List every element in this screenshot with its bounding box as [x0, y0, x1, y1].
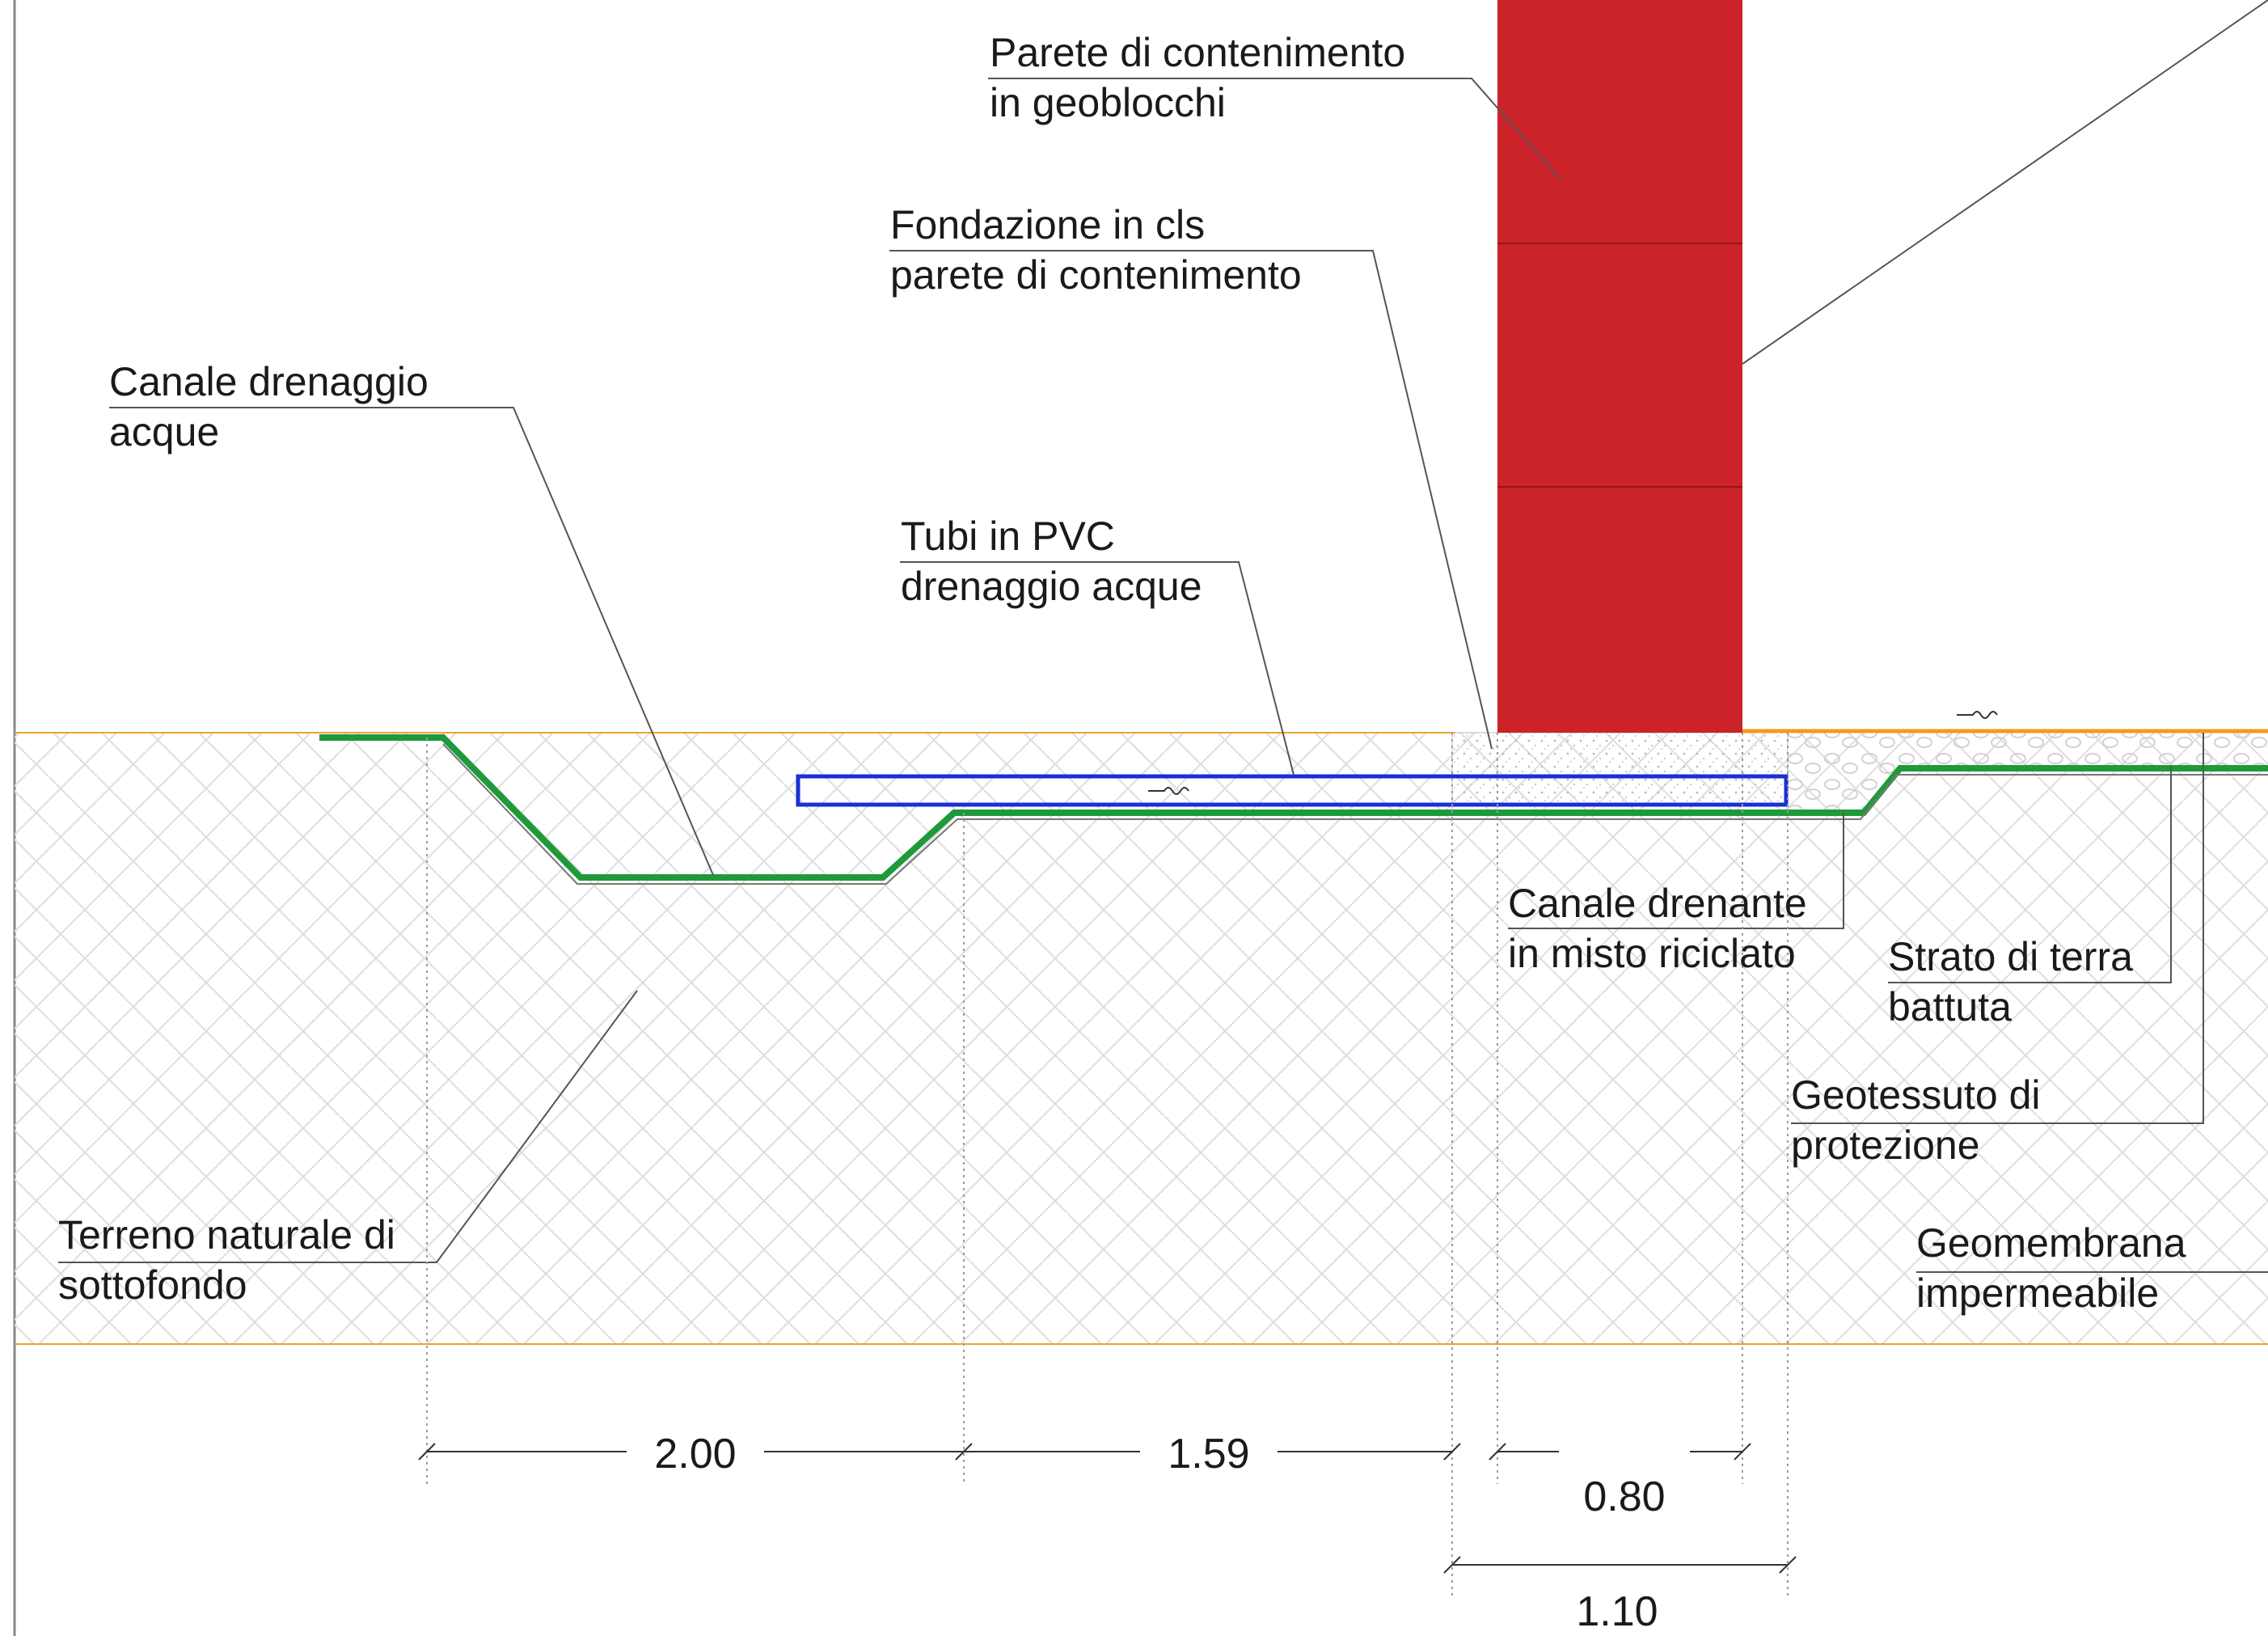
foundation-label: Fondazione in cls: [890, 202, 1205, 247]
geotextile-label-leader: [1791, 733, 2204, 1124]
geotextile-label: Geotessuto di: [1791, 1072, 2041, 1118]
drain-channel-label: in misto riciclato: [1508, 931, 1796, 976]
surface-flow-symbol: [1957, 711, 1998, 719]
geomembrane-label: impermeabile: [1916, 1270, 2159, 1316]
dimension-text: 0.80: [1583, 1473, 1665, 1520]
dimension-1-59: [964, 1443, 1461, 1461]
natural-ground-label: sottofondo: [58, 1262, 247, 1308]
pvc-pipe: [796, 774, 1789, 807]
dimension-text: 1.10: [1576, 1588, 1658, 1635]
geomembrane: [319, 734, 2268, 881]
channel-label-leader: [109, 407, 714, 876]
concrete-foundation: [1451, 732, 1789, 814]
drain-channel-label-leader: [1508, 813, 1844, 929]
pipes-label-leader: [900, 561, 1294, 776]
natural-ground-label-leader: [58, 990, 638, 1263]
wall-label: in geoblocchi: [990, 80, 1226, 125]
dimension-text: 1.59: [1168, 1431, 1249, 1477]
slope-line: [1742, 0, 2268, 365]
foundation-label-leader: [889, 250, 1493, 750]
compacted-soil-layer: [1788, 733, 2268, 813]
natural-ground-label: Terreno naturale di: [58, 1212, 395, 1258]
drain-channel-label: Canale drenante: [1508, 881, 1807, 926]
retaining-wall: [1497, 0, 1742, 733]
compacted-soil-label-leader: [1888, 767, 2172, 983]
foundation-label: parete di contenimento: [890, 252, 1302, 298]
dimension-0-80: [1489, 1443, 1751, 1461]
natural-ground-fill: [15, 733, 2268, 1344]
geotextile-line: [442, 743, 2268, 885]
dimension-2-00: [418, 1443, 973, 1461]
channel-label: acque: [109, 409, 219, 454]
geomembrane-label: Geomembrana: [1916, 1220, 2186, 1266]
pipes-label: Tubi in PVC: [901, 514, 1115, 559]
dimension-text: 2.00: [654, 1431, 736, 1477]
geotextile-label: protezione: [1791, 1122, 1980, 1168]
pipe-flow-symbol: [1148, 787, 1189, 795]
compacted-soil-label: battuta: [1888, 984, 2012, 1029]
channel-label: Canale drenaggio: [109, 359, 429, 404]
wall-label-leader: [988, 78, 1561, 180]
pipes-label: drenaggio acque: [901, 564, 1202, 609]
compacted-soil-label: Strato di terra: [1888, 934, 2133, 979]
dimension-1-10: [1443, 1556, 1797, 1574]
wall-label: Parete di contenimento: [990, 30, 1405, 75]
